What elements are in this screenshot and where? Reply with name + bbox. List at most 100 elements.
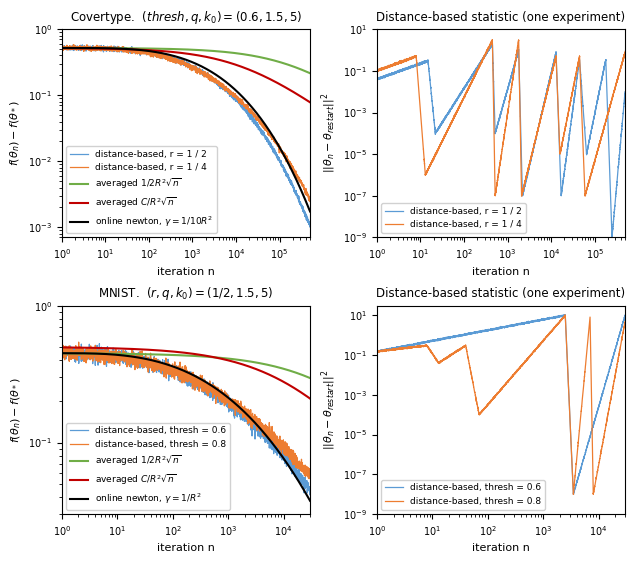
averaged $1 / 2R^2\sqrt{n}$ — [306, 375, 314, 382]
X-axis label: iteration n: iteration n — [472, 543, 530, 553]
online newton, $\gamma = 1/10R^2$ — [58, 44, 65, 51]
averaged $C / R^2\sqrt{n}$ — [179, 349, 186, 356]
Title: Distance-based statistic (one experiment): Distance-based statistic (one experiment… — [377, 11, 626, 24]
distance-based, r = 1 / 2 — [164, 56, 172, 63]
averaged $1 / 2R^2\sqrt{n}$ — [101, 45, 108, 52]
averaged $C / R^2\sqrt{n}$ — [70, 344, 78, 351]
distance-based, r = 1 / 4 — [621, 48, 629, 55]
distance-based, thresh = 0.6 — [559, 313, 566, 320]
distance-based, thresh = 0.6 — [534, 317, 542, 324]
Line: distance-based, thresh = 0.8: distance-based, thresh = 0.8 — [61, 342, 310, 479]
averaged $1 / 2R^2\sqrt{n}$ — [299, 372, 307, 379]
Title: Covertype.  $(thresh, q, k_0) = (0.6, 1.5, 5)$: Covertype. $(thresh, q, k_0) = (0.6, 1.5… — [70, 9, 302, 26]
averaged $1 / 2R^2\sqrt{n}$ — [306, 70, 314, 76]
distance-based, r = 1 / 2 — [275, 156, 282, 163]
distance-based, thresh = 0.8 — [75, 339, 82, 346]
X-axis label: iteration n: iteration n — [472, 266, 530, 277]
distance-based, r = 1 / 2 — [101, 46, 108, 53]
Line: online newton, $\gamma = 1/R^2$: online newton, $\gamma = 1/R^2$ — [61, 353, 310, 501]
averaged $C / R^2\sqrt{n}$ — [275, 80, 282, 87]
Line: distance-based, thresh = 0.6: distance-based, thresh = 0.6 — [61, 344, 310, 495]
distance-based, r = 1 / 2 — [58, 44, 65, 51]
averaged $C / R^2\sqrt{n}$ — [306, 395, 314, 402]
Line: distance-based, r = 1 / 2: distance-based, r = 1 / 2 — [61, 45, 310, 227]
distance-based, r = 1 / 2 — [301, 210, 309, 216]
Line: distance-based, r = 1 / 2: distance-based, r = 1 / 2 — [377, 43, 625, 238]
averaged $1 / 2R^2\sqrt{n}$ — [172, 352, 179, 359]
averaged $C / R^2\sqrt{n}$ — [306, 99, 314, 106]
online newton, $\gamma = 1/R^2$ — [58, 350, 65, 356]
averaged $C / R^2\sqrt{n}$ — [299, 390, 306, 397]
averaged $C / R^2\sqrt{n}$ — [164, 48, 172, 55]
Line: distance-based, r = 1 / 4: distance-based, r = 1 / 4 — [377, 39, 625, 196]
online newton, $\gamma = 1/R^2$ — [299, 485, 307, 492]
online newton, $\gamma = 1/R^2$ — [172, 364, 179, 371]
Line: averaged $C / R^2\sqrt{n}$: averaged $C / R^2\sqrt{n}$ — [61, 347, 310, 398]
online newton, $\gamma = 1/R^2$ — [254, 422, 261, 429]
distance-based, thresh = 0.8 — [254, 425, 261, 432]
distance-based, r = 1 / 4 — [275, 143, 282, 149]
averaged $1 / 2R^2\sqrt{n}$ — [301, 68, 309, 75]
distance-based, r = 1 / 4 — [58, 43, 65, 50]
averaged $C / R^2\sqrt{n}$ — [153, 47, 161, 54]
distance-based, r = 1 / 2 — [520, 187, 527, 194]
online newton, $\gamma = 1/10R^2$ — [301, 196, 309, 203]
distance-based, thresh = 0.6 — [172, 370, 180, 377]
distance-based, thresh = 0.6 — [179, 375, 186, 382]
online newton, $\gamma = 1/R^2$ — [299, 484, 306, 491]
distance-based, thresh = 0.6 — [306, 485, 314, 492]
distance-based, thresh = 0.8 — [299, 464, 307, 471]
distance-based, r = 1 / 2 — [571, 96, 578, 103]
distance-based, r = 1 / 4 — [301, 189, 309, 196]
X-axis label: iteration n: iteration n — [157, 543, 215, 553]
distance-based, thresh = 0.8 — [621, 318, 629, 325]
averaged $1 / 2R^2\sqrt{n}$ — [86, 45, 94, 52]
Legend: distance-based, r = 1 / 2, distance-based, r = 1 / 4, averaged $1 / 2R^2\sqrt{n}: distance-based, r = 1 / 2, distance-base… — [67, 146, 217, 233]
online newton, $\gamma = 1/10R^2$ — [306, 208, 314, 215]
distance-based, thresh = 0.6 — [373, 348, 380, 355]
distance-based, thresh = 0.8 — [373, 348, 380, 355]
averaged $1 / 2R^2\sqrt{n}$ — [254, 359, 261, 366]
Line: distance-based, thresh = 0.6: distance-based, thresh = 0.6 — [377, 315, 625, 494]
distance-based, r = 1 / 4 — [70, 42, 77, 48]
distance-based, r = 1 / 4 — [153, 50, 161, 57]
distance-based, thresh = 0.6 — [570, 491, 578, 497]
distance-based, thresh = 0.6 — [254, 422, 261, 428]
averaged $C / R^2\sqrt{n}$ — [301, 96, 309, 103]
Y-axis label: $f(\theta_n) - f(\theta_*)$: $f(\theta_n) - f(\theta_*)$ — [9, 377, 23, 443]
online newton, $\gamma = 1/R^2$ — [179, 367, 186, 374]
averaged $C / R^2\sqrt{n}$ — [101, 46, 108, 52]
distance-based, r = 1 / 4 — [488, 36, 496, 43]
distance-based, r = 1 / 2 — [488, 40, 496, 47]
distance-based, r = 1 / 2 — [70, 42, 77, 48]
averaged $1 / 2R^2\sqrt{n}$ — [299, 371, 306, 378]
Line: distance-based, r = 1 / 4: distance-based, r = 1 / 4 — [61, 45, 310, 202]
distance-based, thresh = 0.6 — [522, 319, 529, 326]
distance-based, r = 1 / 2 — [86, 44, 94, 51]
distance-based, r = 1 / 4 — [164, 58, 172, 65]
Title: Distance-based statistic (one experiment): Distance-based statistic (one experiment… — [377, 287, 626, 301]
distance-based, thresh = 0.8 — [569, 491, 577, 498]
Y-axis label: $f(\theta_n) - f(\theta_*)$: $f(\theta_n) - f(\theta_*)$ — [9, 101, 22, 166]
distance-based, r = 1 / 4 — [571, 80, 578, 87]
distance-based, r = 1 / 4 — [101, 45, 108, 52]
distance-based, thresh = 0.8 — [559, 315, 566, 322]
distance-based, thresh = 0.8 — [306, 475, 313, 482]
distance-based, thresh = 0.8 — [522, 358, 529, 365]
Legend: distance-based, r = 1 / 2, distance-based, r = 1 / 4: distance-based, r = 1 / 2, distance-base… — [381, 203, 526, 233]
distance-based, thresh = 0.8 — [58, 349, 65, 356]
averaged $C / R^2\sqrt{n}$ — [254, 366, 261, 373]
distance-based, r = 1 / 4 — [385, 63, 393, 70]
averaged $1 / 2R^2\sqrt{n}$ — [164, 46, 172, 52]
distance-based, r = 1 / 2 — [608, 234, 616, 241]
distance-based, r = 1 / 4 — [463, 89, 470, 96]
distance-based, thresh = 0.6 — [621, 312, 629, 319]
averaged $1 / 2R^2\sqrt{n}$ — [70, 350, 78, 357]
online newton, $\gamma = 1/10R^2$ — [101, 45, 108, 52]
distance-based, r = 1 / 4 — [531, 139, 538, 146]
online newton, $\gamma = 1/10R^2$ — [164, 51, 172, 58]
distance-based, r = 1 / 4 — [306, 198, 314, 205]
averaged $C / R^2\sqrt{n}$ — [86, 45, 94, 52]
distance-based, thresh = 0.6 — [468, 330, 476, 337]
averaged $1 / 2R^2\sqrt{n}$ — [58, 44, 65, 51]
